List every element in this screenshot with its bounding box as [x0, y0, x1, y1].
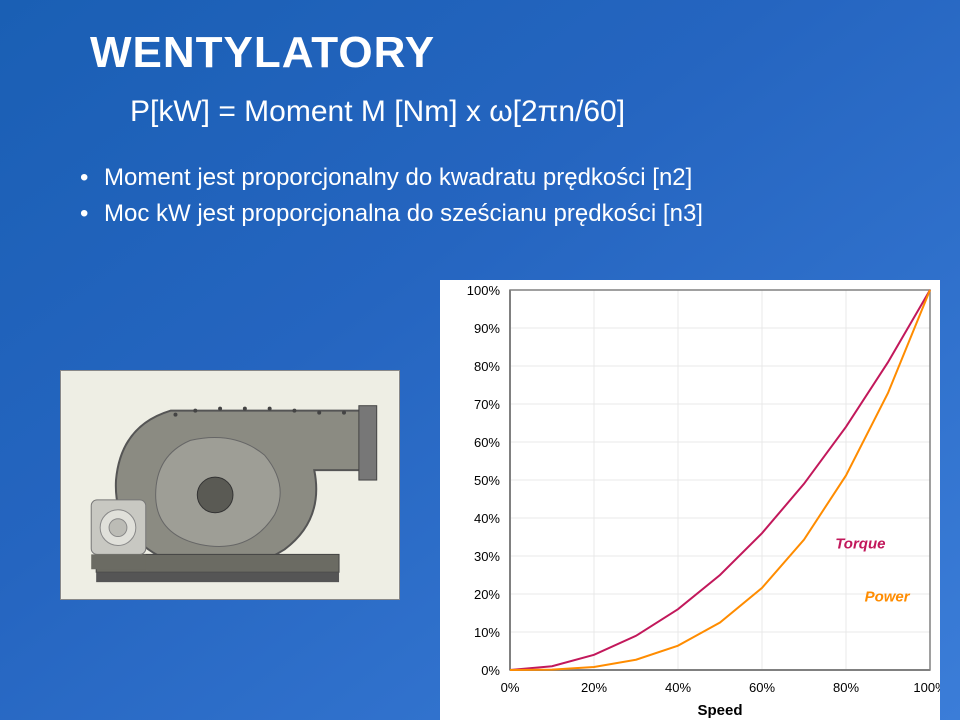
power-formula: P[kW] = Moment M [Nm] x ω[2πn/60]	[130, 95, 625, 129]
bullet-list: Moment jest proporcjonalny do kwadratu p…	[80, 160, 703, 232]
svg-text:10%: 10%	[474, 625, 500, 640]
svg-text:60%: 60%	[749, 680, 775, 695]
svg-text:Torque: Torque	[835, 535, 885, 552]
svg-text:90%: 90%	[474, 321, 500, 336]
svg-text:Speed: Speed	[697, 702, 742, 719]
svg-text:0%: 0%	[481, 663, 500, 678]
svg-text:70%: 70%	[474, 397, 500, 412]
svg-text:80%: 80%	[474, 359, 500, 374]
bullet-item: Moc kW jest proporcjonalna do sześcianu …	[80, 196, 703, 232]
torque-power-chart: 0% 10% 20% 30% 40% 50% 60% 70% 80% 90% 100% 0% 20% 40…	[440, 280, 940, 720]
svg-text:20%: 20%	[581, 680, 607, 695]
slide-title: WENTYLATORY	[90, 28, 435, 78]
svg-text:80%: 80%	[833, 680, 859, 695]
svg-text:100%: 100%	[467, 283, 501, 298]
svg-text:100%: 100%	[913, 680, 940, 695]
fan-figure	[60, 370, 400, 600]
svg-text:40%: 40%	[665, 680, 691, 695]
svg-text:30%: 30%	[474, 549, 500, 564]
svg-text:0%: 0%	[501, 680, 520, 695]
svg-text:50%: 50%	[474, 473, 500, 488]
svg-text:60%: 60%	[474, 435, 500, 450]
svg-text:40%: 40%	[474, 511, 500, 526]
svg-text:Power: Power	[865, 589, 911, 606]
bullet-item: Moment jest proporcjonalny do kwadratu p…	[80, 160, 703, 196]
svg-text:20%: 20%	[474, 587, 500, 602]
